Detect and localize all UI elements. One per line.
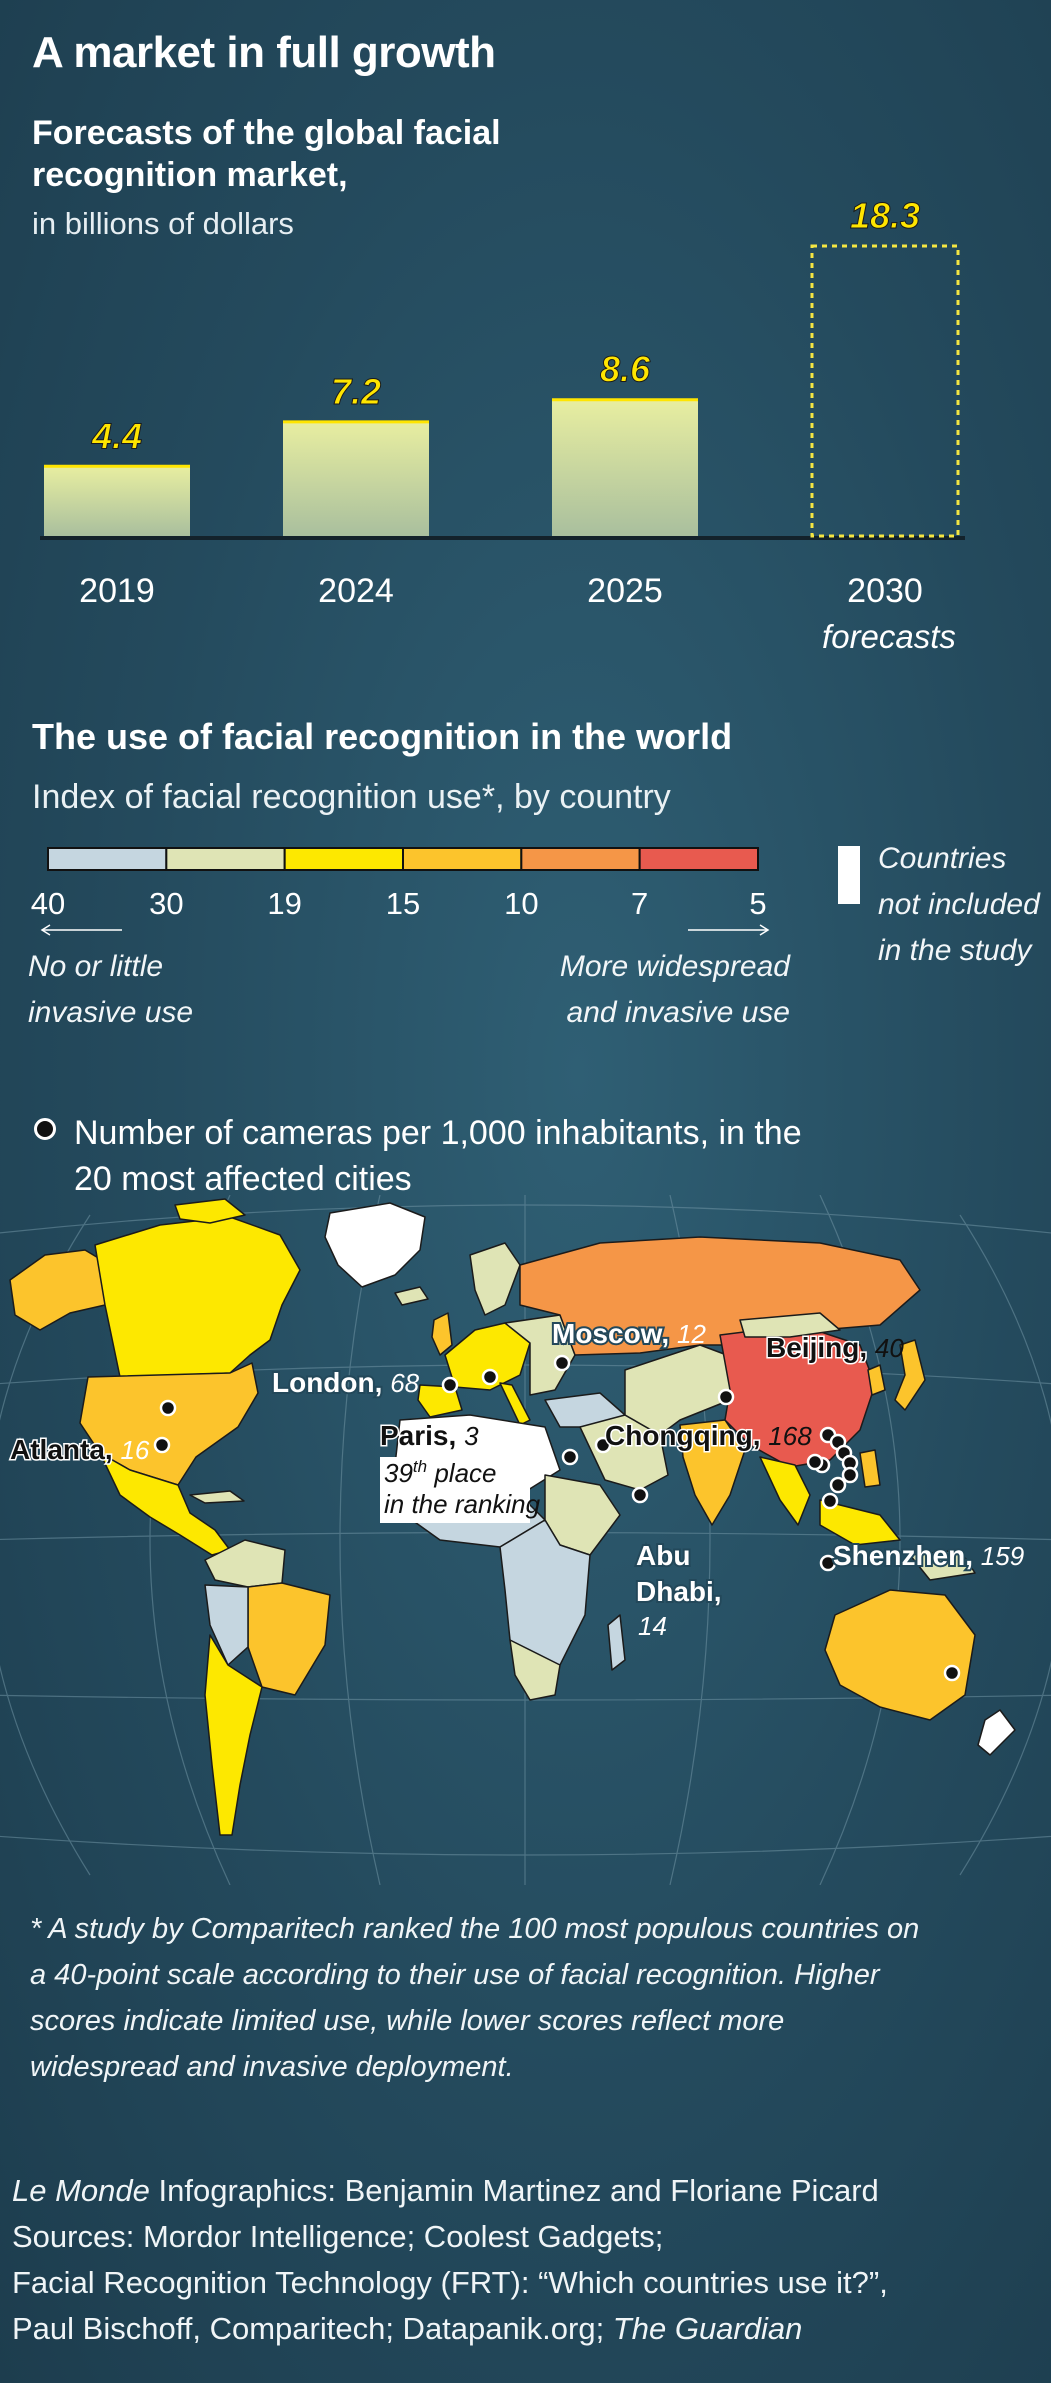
camera-dot-7 bbox=[561, 1448, 579, 1466]
scale-segment-1 bbox=[165, 847, 286, 871]
scale-arrows bbox=[40, 924, 770, 936]
paris-rank-note-line2: in the ranking bbox=[384, 1489, 541, 1519]
bar-value-label-2025: 8.6 bbox=[600, 349, 651, 390]
bar-2030 bbox=[810, 244, 960, 538]
category-label-2030: 2030 bbox=[847, 572, 923, 610]
city-value-abu-dhabi: 14 bbox=[638, 1611, 667, 1641]
world-map: Moscow, 12 Beijing, 40 London, 68 Atlant… bbox=[0, 1195, 1051, 1885]
city-label-paris: Paris, 3 bbox=[380, 1420, 479, 1451]
city-label-beijing: Beijing, 40 bbox=[766, 1332, 904, 1363]
camera-dot-15 bbox=[821, 1492, 839, 1510]
category-label-2024: 2024 bbox=[318, 572, 394, 610]
not-included-label: Countries not included in the study bbox=[878, 842, 1040, 967]
camera-dot-3 bbox=[481, 1368, 499, 1386]
credits-infographics: Le Monde Infographics: Benjamin Martinez… bbox=[12, 2173, 879, 2208]
city-label-abu: Abu bbox=[636, 1540, 690, 1571]
camera-dot-18 bbox=[819, 1554, 837, 1572]
scale-segment-2 bbox=[283, 847, 405, 871]
credits-sources-1: Sources: Mordor Intelligence; Coolest Ga… bbox=[12, 2219, 664, 2254]
bar-value-label-2024: 7.2 bbox=[331, 371, 381, 412]
city-label-london: London, 68 bbox=[272, 1367, 420, 1398]
bar-2025 bbox=[552, 399, 698, 536]
camera-dot-4 bbox=[553, 1354, 571, 1372]
camera-dot-14 bbox=[829, 1476, 847, 1494]
camera-dot-2 bbox=[441, 1376, 459, 1394]
scale-tick-30: 30 bbox=[149, 886, 184, 921]
category-label-2019: 2019 bbox=[79, 572, 155, 610]
camera-dot-6 bbox=[631, 1486, 649, 1504]
credits: Le Monde Infographics: Benjamin Martinez… bbox=[12, 2168, 1042, 2352]
scale-segment-5 bbox=[638, 847, 760, 871]
camera-dot-17 bbox=[806, 1453, 824, 1471]
city-label-dhabi: Dhabi, bbox=[636, 1576, 722, 1607]
scale-tick-5: 5 bbox=[749, 886, 767, 921]
scale-tick-19: 19 bbox=[267, 886, 302, 921]
scale-segment-4 bbox=[520, 847, 641, 871]
scale-segment-0 bbox=[47, 847, 168, 871]
main-title: A market in full growth bbox=[32, 28, 496, 77]
bar-value-label-2030: 18.3 bbox=[850, 195, 920, 236]
camera-dots bbox=[153, 1354, 961, 1682]
camera-dot-16 bbox=[841, 1466, 859, 1484]
chart-title: Forecasts of the global facial recogniti… bbox=[32, 114, 501, 194]
scale-tick-7: 7 bbox=[631, 886, 649, 921]
city-label-shenzhen: Shenzhen, 159 bbox=[833, 1540, 1024, 1571]
scale-tick-15: 15 bbox=[385, 886, 421, 921]
camera-dot-8 bbox=[717, 1388, 735, 1406]
map-subtitle: Index of facial recognition use*, by cou… bbox=[32, 778, 671, 816]
scale-tick-10: 10 bbox=[504, 886, 539, 921]
credits-sources-3: Paul Bischoff, Comparitech; Datapanik.or… bbox=[12, 2311, 803, 2346]
category-label-2025: 2025 bbox=[587, 572, 663, 610]
paris-note-box bbox=[380, 1457, 530, 1523]
category-note-2030: forecasts bbox=[822, 618, 956, 655]
scale-left-note: No or little invasive use bbox=[28, 950, 194, 1029]
footnote: * A study by Comparitech ranked the 100 … bbox=[30, 1913, 920, 2083]
index-color-scale bbox=[47, 847, 760, 871]
scale-right-note: More widespread and invasive use bbox=[559, 950, 790, 1029]
chart-subtitle: in billions of dollars bbox=[32, 206, 294, 241]
camera-dot-1 bbox=[153, 1436, 171, 1454]
map-title: The use of facial recognition in the wor… bbox=[32, 716, 733, 757]
cameras-legend: Number of cameras per 1,000 inhabitants,… bbox=[74, 1114, 802, 1198]
camera-dot-19 bbox=[943, 1664, 961, 1682]
publisher-name: Le Monde bbox=[12, 2173, 150, 2208]
scale-segment-3 bbox=[402, 847, 523, 871]
paris-rank-note: 39th place bbox=[384, 1457, 497, 1488]
city-label-atlanta: Atlanta, 16 bbox=[10, 1434, 150, 1465]
city-label-chongqing: Chongqing, 168 bbox=[605, 1420, 812, 1451]
bar-chart: 4.4 2019 7.2 2024 8.6 2025 18.3 2030 forecasts bbox=[40, 195, 965, 655]
not-included-swatch bbox=[838, 846, 860, 904]
camera-dot-5 bbox=[594, 1436, 612, 1454]
camera-dot-icon bbox=[34, 1118, 56, 1140]
bar-2019 bbox=[44, 466, 190, 536]
scale-tick-40: 40 bbox=[30, 886, 66, 921]
credits-sources-2: Facial Recognition Technology (FRT): “Wh… bbox=[12, 2265, 888, 2300]
map-countries bbox=[9, 1198, 1016, 1836]
bar-value-label-2019: 4.4 bbox=[91, 415, 142, 456]
city-label-moscow: Moscow, 12 bbox=[552, 1318, 706, 1349]
camera-dot-0 bbox=[159, 1399, 177, 1417]
bar-2024 bbox=[283, 421, 429, 536]
city-labels: Moscow, 12 Beijing, 40 London, 68 Atlant… bbox=[9, 1316, 1025, 1641]
